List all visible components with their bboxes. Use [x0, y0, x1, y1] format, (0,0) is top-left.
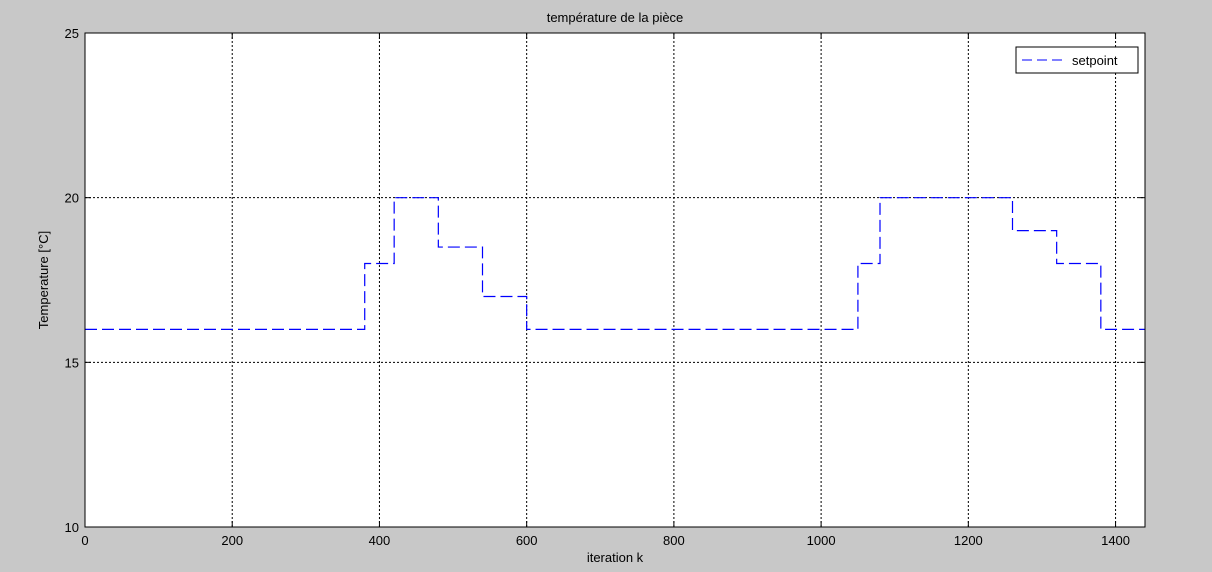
series-line-setpoint — [85, 197, 1145, 330]
chart-title: température de la pièce — [547, 10, 684, 25]
axes-frame — [84, 32, 1146, 528]
legend-box — [1015, 46, 1139, 74]
x-tick-label: 600 — [516, 533, 538, 548]
y-tick-label: 20 — [65, 191, 79, 206]
axes-background — [85, 33, 1145, 527]
x-tick-label: 400 — [369, 533, 391, 548]
legend: setpoint — [1015, 46, 1139, 74]
x-tick-label: 0 — [81, 533, 88, 548]
x-axis-label: iteration k — [587, 550, 644, 565]
ticks: 0 200 400 600 800 1000 1200 1400 10 15 20 25 — [65, 26, 1145, 548]
x-tick-label: 1400 — [1101, 533, 1130, 548]
x-tick-label: 800 — [663, 533, 685, 548]
grid — [85, 33, 1145, 527]
y-tick-label: 15 — [65, 355, 79, 370]
x-tick-label: 1000 — [807, 533, 836, 548]
x-tick-label: 200 — [221, 533, 243, 548]
series-layer — [85, 197, 1145, 330]
legend-label: setpoint — [1072, 53, 1118, 68]
x-tick-label: 1200 — [954, 533, 983, 548]
y-tick-label: 10 — [65, 520, 79, 535]
y-axis-label: Temperature [°C] — [36, 231, 51, 329]
y-tick-label: 25 — [65, 26, 79, 41]
